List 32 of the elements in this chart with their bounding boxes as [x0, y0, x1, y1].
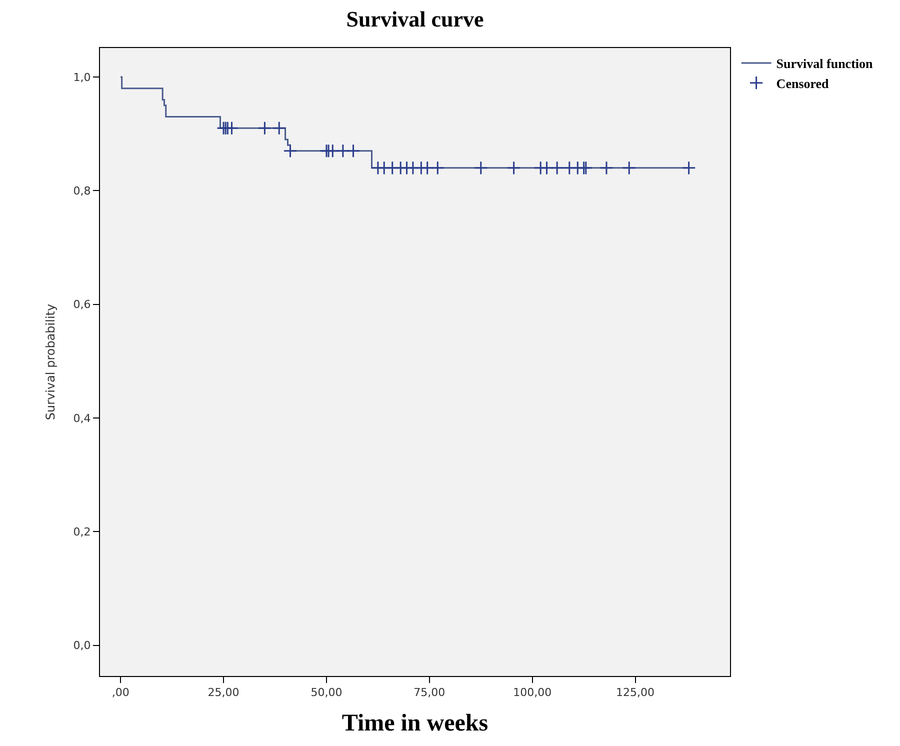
point [506, 160, 521, 175]
point [474, 160, 488, 175]
x-tick-label: 75,00 [414, 686, 446, 700]
x-tick-label: 125,00 [616, 686, 655, 700]
chart-title: Survival curve [346, 6, 484, 32]
x-tick-label: 25,00 [208, 686, 240, 700]
point [430, 160, 445, 175]
y-tick-label: 0,2 [73, 526, 91, 538]
x-tick-label: ,00 [112, 686, 130, 700]
y-tick-label: 0,4 [73, 412, 91, 425]
point [336, 144, 350, 158]
y-axis-title: Survival probability [44, 304, 58, 420]
legend-label: Censored [776, 76, 830, 91]
point [258, 121, 272, 136]
point [550, 160, 564, 175]
y-tick-label: 0,6 [73, 298, 91, 312]
x-tick-label: 50,00 [310, 686, 342, 700]
point [272, 121, 286, 136]
point [224, 121, 239, 136]
point [420, 160, 434, 175]
point [599, 160, 614, 175]
y-tick-label: 0,8 [73, 184, 91, 198]
point [622, 160, 636, 175]
point [682, 160, 696, 175]
point [283, 144, 298, 158]
point [346, 144, 360, 158]
x-tick-label: 100,00 [513, 686, 552, 700]
y-tick-label: 0,0 [73, 639, 91, 652]
legend-label: Survival function [776, 56, 874, 72]
point [540, 160, 554, 175]
x-axis-title: Time in weeks [342, 710, 488, 736]
y-tick-label: 1,0 [73, 70, 91, 84]
